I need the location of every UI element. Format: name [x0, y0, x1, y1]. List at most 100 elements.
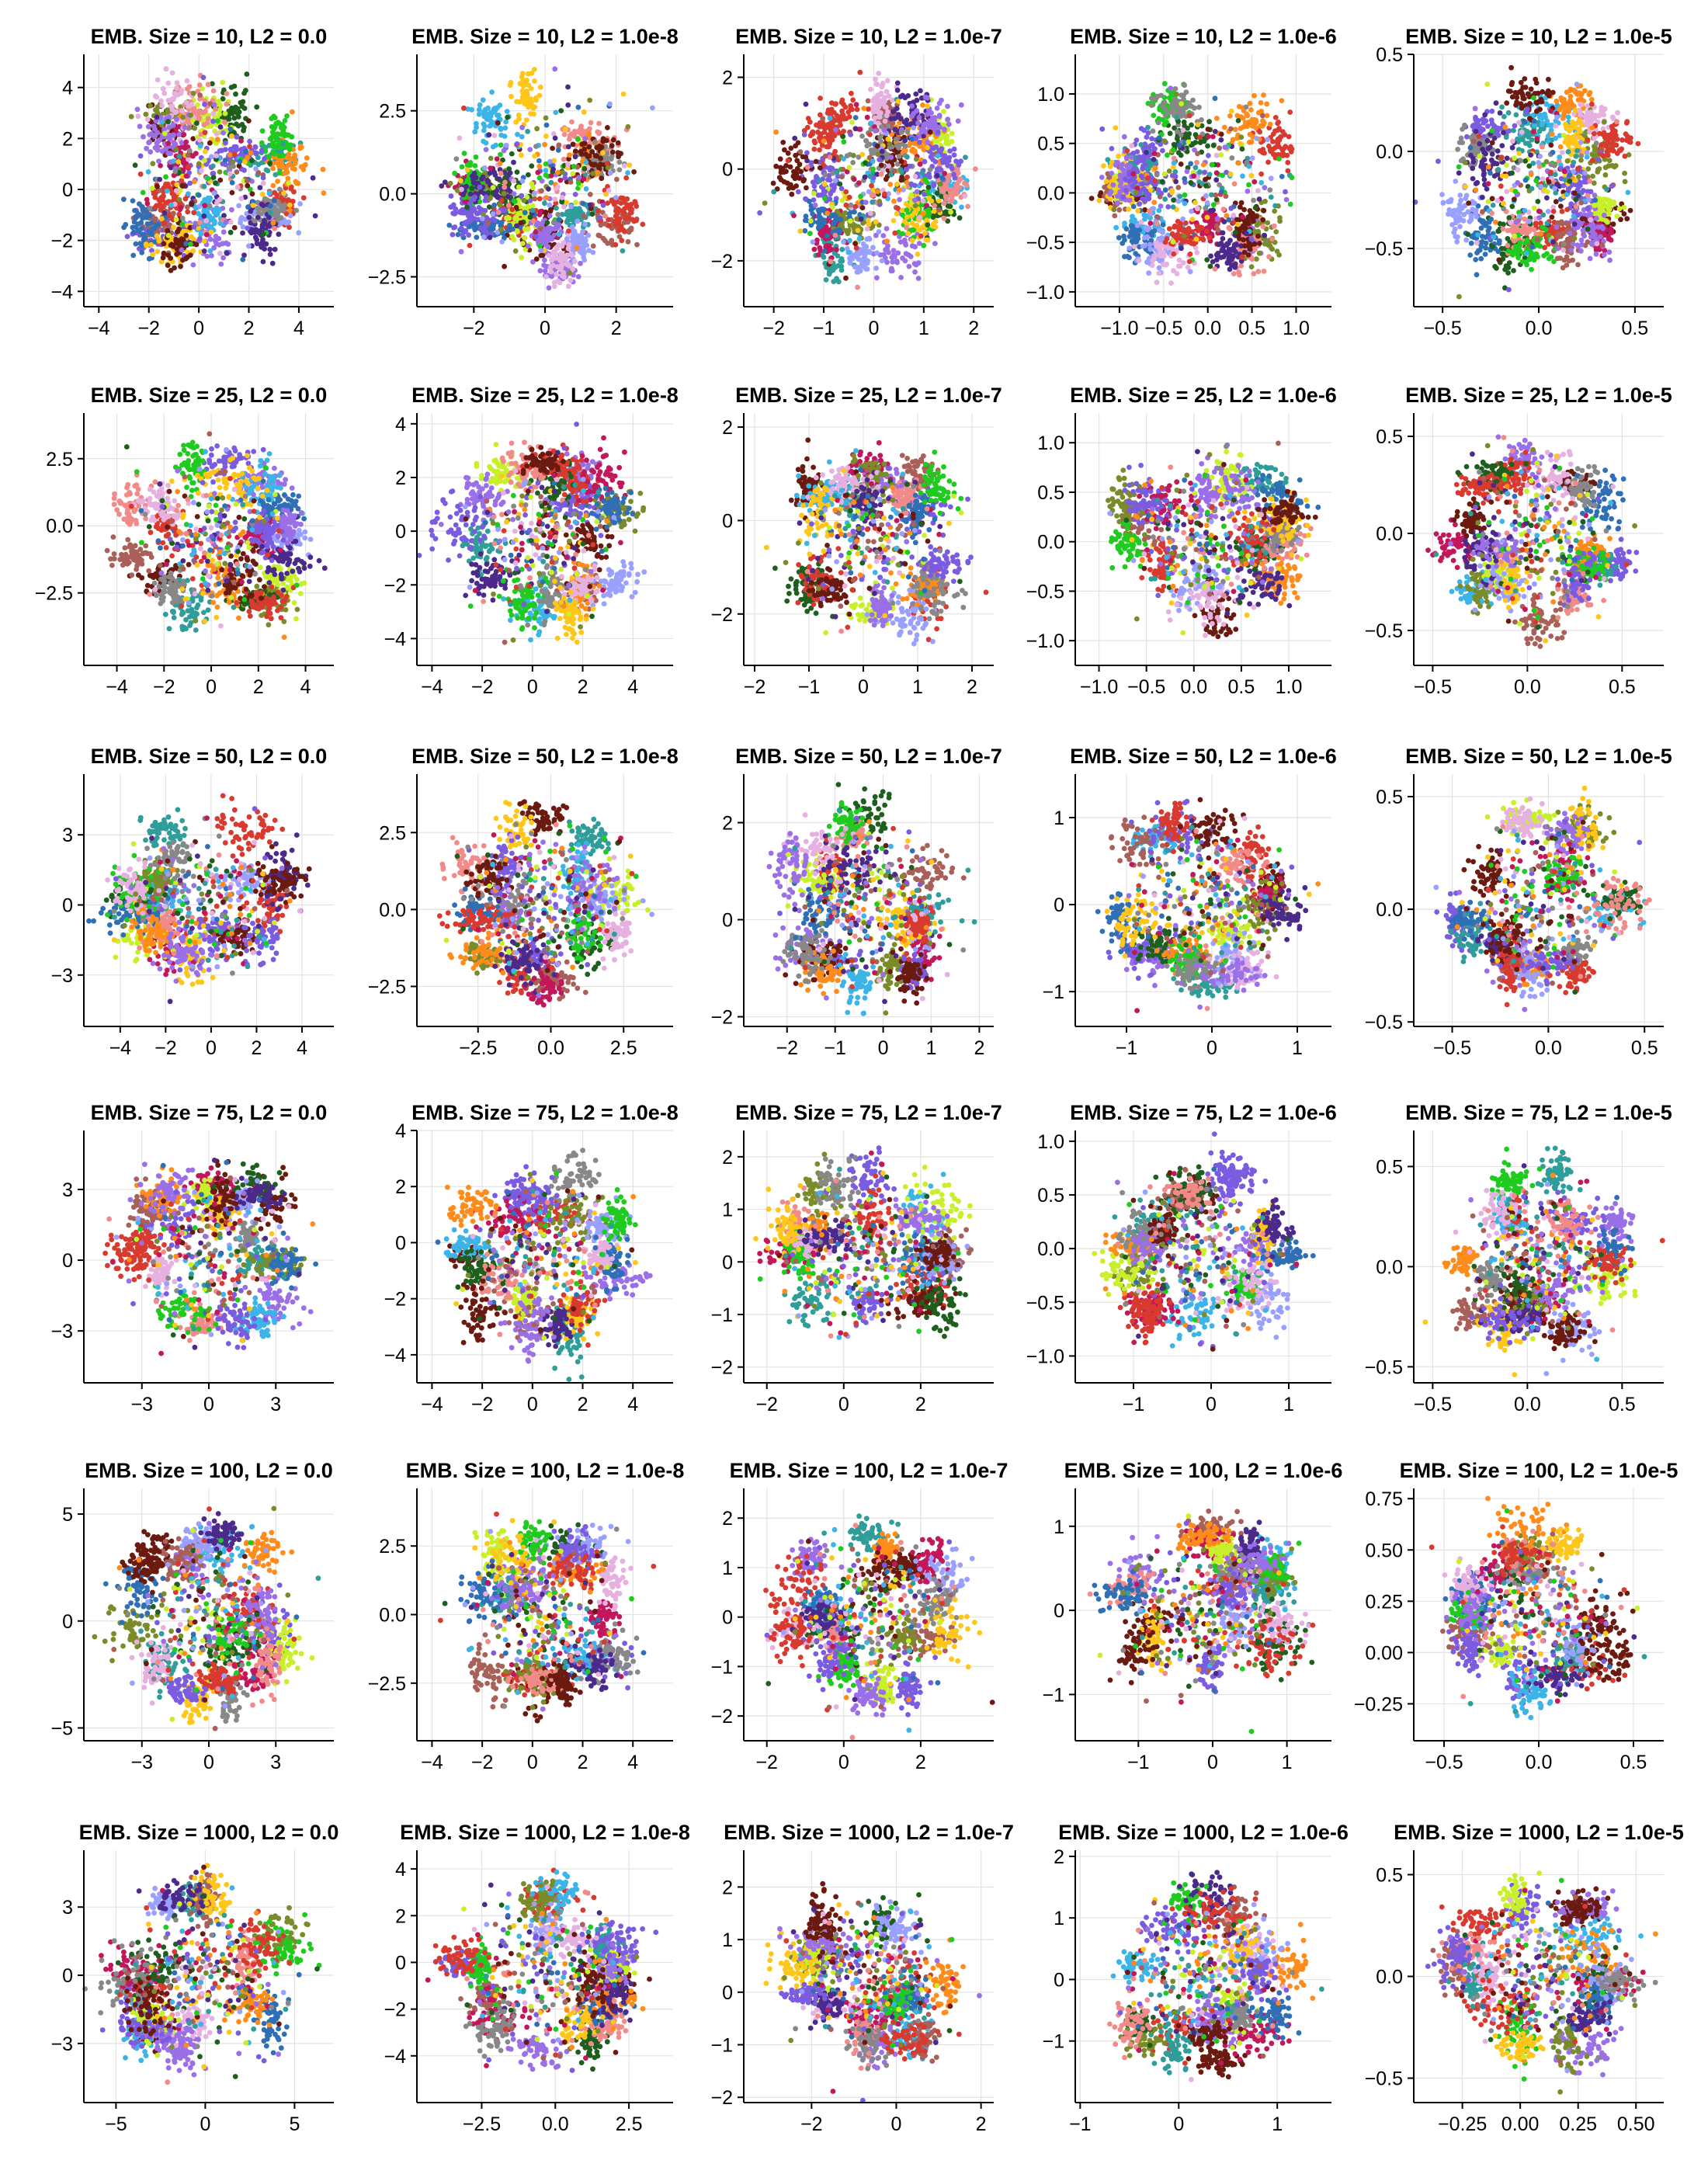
point — [270, 220, 276, 226]
point — [943, 184, 949, 190]
point — [141, 134, 146, 140]
point — [868, 120, 874, 127]
point — [312, 213, 318, 219]
point — [490, 211, 496, 217]
point — [511, 159, 516, 165]
point — [521, 197, 527, 203]
point — [234, 106, 241, 112]
point — [498, 151, 503, 158]
point — [873, 266, 879, 271]
point — [932, 241, 938, 246]
x-tick-label: −1.0 — [1100, 318, 1138, 339]
point — [567, 152, 572, 158]
point — [467, 214, 473, 221]
point — [870, 166, 876, 172]
point — [266, 223, 272, 229]
point — [155, 222, 161, 227]
point — [885, 123, 891, 129]
point — [941, 215, 947, 221]
point — [128, 113, 134, 120]
point — [231, 164, 236, 169]
point — [882, 118, 888, 124]
point — [948, 163, 954, 169]
point — [132, 162, 138, 168]
point — [821, 138, 827, 144]
point — [183, 139, 189, 145]
point — [904, 129, 911, 135]
point — [839, 246, 845, 252]
point — [275, 120, 281, 126]
y-tick-label: 0.5 — [1037, 134, 1064, 155]
point — [310, 175, 316, 181]
point — [488, 155, 494, 161]
point — [267, 246, 273, 252]
point — [197, 236, 203, 241]
point — [817, 165, 823, 171]
point — [828, 259, 834, 265]
point — [880, 81, 886, 86]
point — [520, 94, 526, 100]
point — [481, 138, 486, 144]
point — [838, 256, 845, 262]
point — [243, 148, 248, 155]
point — [757, 210, 762, 216]
point — [894, 181, 900, 187]
point — [185, 152, 191, 158]
point — [807, 119, 813, 125]
x-tick-label: −2 — [137, 318, 160, 339]
point — [925, 222, 931, 228]
point — [575, 129, 581, 135]
point — [495, 105, 500, 111]
point — [575, 234, 581, 240]
point — [883, 176, 889, 182]
point — [569, 252, 575, 258]
point — [634, 203, 640, 209]
point — [868, 86, 873, 92]
point — [898, 177, 904, 183]
point — [956, 185, 962, 190]
point — [519, 193, 525, 199]
point — [905, 93, 911, 99]
point — [488, 109, 494, 116]
point — [561, 240, 567, 246]
point — [175, 241, 182, 248]
point — [245, 225, 251, 231]
point — [559, 261, 565, 267]
point — [867, 173, 873, 179]
point — [152, 195, 158, 200]
point — [938, 148, 944, 153]
point — [207, 140, 213, 146]
point — [811, 190, 817, 196]
point — [898, 275, 904, 280]
point — [490, 226, 496, 232]
point — [249, 191, 255, 197]
point — [154, 248, 161, 255]
point — [560, 169, 566, 175]
point — [457, 135, 463, 141]
point — [555, 211, 561, 217]
point — [196, 161, 202, 167]
point — [244, 178, 250, 184]
point — [860, 241, 866, 247]
point — [190, 90, 196, 96]
point — [267, 161, 273, 166]
y-tick-label: −2 — [50, 231, 73, 252]
point — [610, 137, 616, 143]
point — [185, 209, 191, 215]
point — [650, 105, 655, 111]
point — [266, 190, 273, 196]
point — [948, 209, 953, 215]
points-r0c2 — [757, 69, 978, 290]
point — [620, 248, 626, 254]
point — [139, 249, 145, 255]
point — [143, 111, 149, 117]
point — [882, 191, 887, 197]
point — [845, 249, 852, 255]
point — [154, 114, 160, 120]
point — [839, 197, 845, 203]
point — [616, 227, 623, 233]
point — [572, 259, 578, 265]
point — [481, 121, 487, 127]
point — [837, 181, 843, 187]
x-tick-label: 2 — [611, 318, 622, 339]
